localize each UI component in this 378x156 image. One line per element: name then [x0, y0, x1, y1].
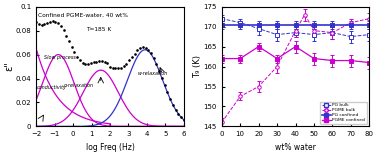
Text: T=185 K: T=185 K	[85, 27, 111, 32]
Y-axis label: T₉ (K): T₉ (K)	[193, 55, 202, 78]
Text: Slow process: Slow process	[45, 55, 76, 60]
Text: $\alpha$-relaxation: $\alpha$-relaxation	[63, 81, 94, 89]
X-axis label: log Freq (Hz): log Freq (Hz)	[85, 143, 135, 152]
Text: Confined PGME-water, 40 wt%: Confined PGME-water, 40 wt%	[39, 13, 129, 18]
Text: conductivity: conductivity	[37, 85, 67, 90]
Legend: PG bulk, PGME bulk, PG confined, PGME confined: PG bulk, PGME bulk, PG confined, PGME co…	[320, 102, 367, 124]
Text: w-relaxation: w-relaxation	[138, 71, 168, 76]
X-axis label: wt% water: wt% water	[275, 143, 316, 152]
Y-axis label: ε": ε"	[4, 62, 14, 71]
